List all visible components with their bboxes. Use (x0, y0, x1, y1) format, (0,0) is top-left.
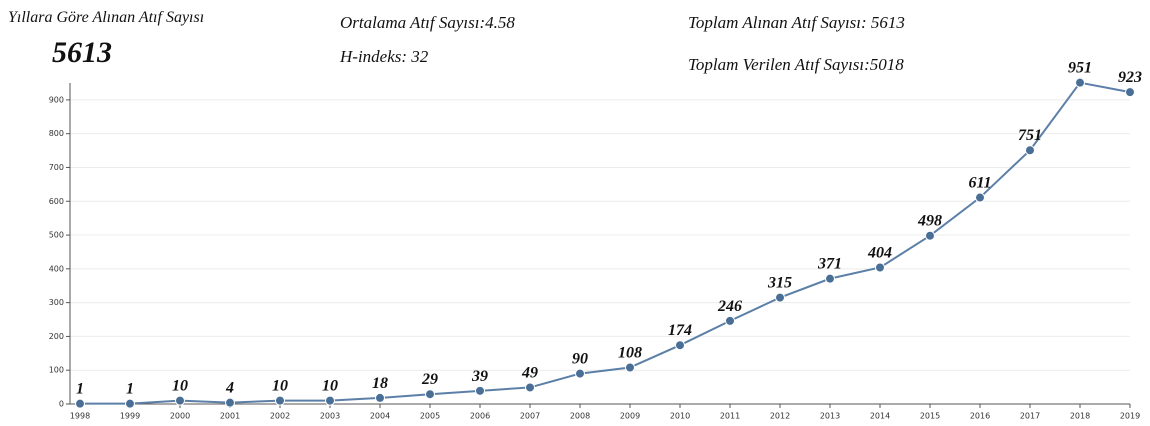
data-label: 923 (1118, 69, 1142, 86)
data-label: 498 (917, 213, 942, 230)
point (775, 292, 785, 303)
y-tick-label: 500 (49, 231, 64, 240)
x-tick-label: 2016 (970, 412, 990, 421)
y-tick-label: 800 (49, 129, 64, 138)
total-given: Toplam Verilen Atıf Sayısı:5018 (688, 55, 904, 74)
data-label: 10 (272, 378, 288, 395)
data-label: 174 (668, 322, 692, 339)
data-label: 10 (322, 378, 338, 395)
x-tick-label: 2002 (270, 412, 290, 421)
point (625, 362, 635, 373)
data-label: 404 (867, 244, 892, 261)
x-tick-label: 1998 (70, 412, 90, 421)
x-tick-label: 1999 (120, 412, 140, 421)
x-tick-label: 2014 (870, 412, 890, 421)
y-tick-label: 0 (59, 400, 64, 409)
point (325, 395, 335, 406)
h-index: H-indeks: 32 (339, 47, 429, 66)
point (475, 385, 485, 396)
point (675, 340, 685, 351)
point (525, 382, 535, 393)
y-tick-label: 600 (49, 197, 64, 206)
x-tick-label: 2012 (770, 412, 790, 421)
point (425, 389, 435, 400)
data-label: 951 (1068, 60, 1092, 77)
x-tick-label: 2004 (370, 412, 390, 421)
average: Ortalama Atıf Sayısı:4.58 (340, 13, 515, 32)
line (80, 81, 1131, 405)
point (75, 398, 85, 409)
data-label: 49 (521, 364, 538, 381)
data-label: 18 (372, 375, 388, 392)
chart-title: Yıllara Göre Alınan Atıf Sayısı (8, 9, 204, 26)
data-label: 751 (1018, 127, 1042, 144)
point (825, 273, 835, 284)
data-label: 10 (172, 378, 188, 395)
point (875, 262, 885, 273)
data-label: 246 (717, 298, 742, 315)
point (575, 368, 585, 379)
point (1075, 77, 1085, 88)
point (175, 395, 185, 406)
y-tick-label: 200 (49, 332, 64, 341)
y-tick-label: 900 (49, 95, 64, 104)
x-tick-label: 2017 (1020, 412, 1040, 421)
point (275, 395, 285, 406)
point (1025, 145, 1035, 156)
x-tick-label: 2003 (320, 412, 340, 421)
data-label: 90 (572, 351, 588, 368)
x-tick-label: 2007 (520, 412, 540, 421)
point (125, 398, 135, 409)
x-tick-label: 2015 (920, 412, 940, 421)
x-tick-label: 2006 (470, 412, 490, 421)
point (975, 192, 985, 203)
data-label: 611 (968, 175, 991, 192)
point (925, 230, 935, 241)
data-label: 29 (421, 371, 438, 388)
x-tick-label: 2000 (170, 412, 190, 421)
data-label: 1 (76, 381, 84, 398)
x-tick-label: 2011 (720, 412, 740, 421)
point (1125, 87, 1135, 98)
data-label: 1 (126, 381, 134, 398)
total-received: Toplam Alınan Atıf Sayısı: 5613 (688, 13, 905, 32)
x-tick-label: 2013 (820, 412, 840, 421)
y-tick-label: 400 (49, 264, 64, 273)
data-label: 39 (471, 368, 488, 385)
x-tick-label: 2019 (1120, 412, 1140, 421)
data-label: 108 (618, 345, 642, 362)
x-tick-label: 2009 (620, 412, 640, 421)
x-tick-label: 2005 (420, 412, 440, 421)
x-tick-label: 2008 (570, 412, 590, 421)
x-tick-label: 2010 (670, 412, 690, 421)
point (725, 315, 735, 326)
point (375, 392, 385, 403)
y-tick-label: 700 (49, 163, 64, 172)
y-tick-label: 100 (49, 366, 64, 375)
x-tick-label: 2001 (220, 412, 240, 421)
data-label: 315 (767, 275, 792, 292)
total-value: 5613 (52, 36, 112, 69)
y-tick-label: 300 (49, 298, 64, 307)
data-label: 371 (817, 256, 842, 273)
data-label: 4 (225, 380, 234, 397)
x-tick-label: 2018 (1070, 412, 1090, 421)
point (225, 397, 235, 408)
